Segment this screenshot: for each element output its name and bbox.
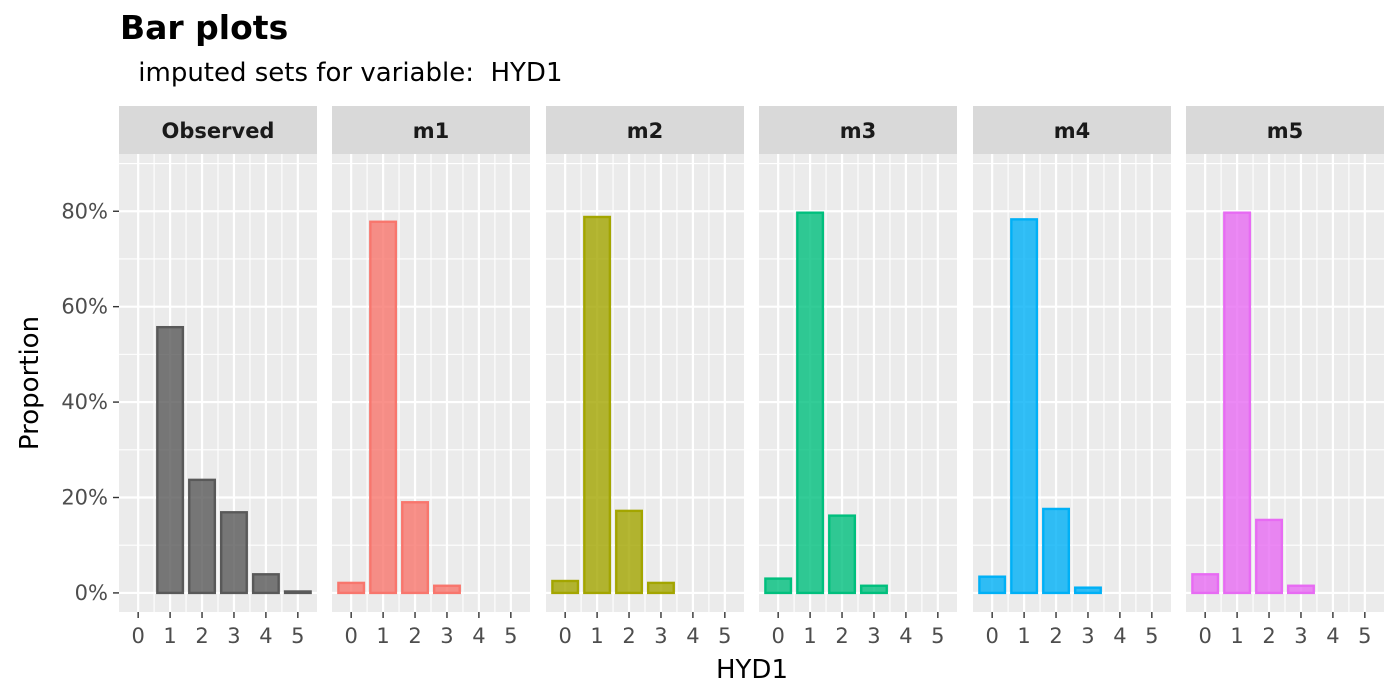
x-tick-label: 2: [622, 624, 635, 648]
x-tick-label: 5: [931, 624, 944, 648]
bar: [1010, 218, 1039, 595]
x-tick-label: 3: [867, 624, 880, 648]
x-tick-label: 0: [771, 624, 784, 648]
facet-strip-label: m3: [840, 119, 877, 143]
facet-strip: [759, 106, 957, 154]
x-tick-label: 0: [344, 624, 357, 648]
y-tick-label: 80%: [61, 199, 108, 223]
bar: [796, 211, 825, 595]
facet-strip-label: m2: [627, 119, 664, 143]
bar: [1073, 586, 1102, 595]
x-axis-title: HYD1: [716, 655, 788, 685]
x-tick-label: 2: [1262, 624, 1275, 648]
x-tick-label: 3: [1081, 624, 1094, 648]
x-tick-label: 1: [803, 624, 816, 648]
y-axis-title: Proportion: [15, 316, 45, 450]
facet-panel-m1: m1 0 1 2 3 4 5: [332, 106, 530, 648]
bar: [1042, 507, 1071, 595]
bar: [369, 220, 398, 595]
facet-panel-m4: m4 0 1 2 3 4 5: [973, 106, 1171, 648]
x-tick-label: 1: [1017, 624, 1030, 648]
facet-strip-label: m1: [413, 119, 450, 143]
x-tick-label: 5: [718, 624, 731, 648]
bar: [283, 590, 312, 595]
x-tick-label: 5: [1358, 624, 1371, 648]
bar: [251, 573, 280, 595]
x-tick-label: 4: [686, 624, 699, 648]
bar: [828, 514, 857, 595]
bar: [1223, 211, 1252, 595]
bar: [615, 509, 644, 595]
facet-panel-m2: m2 0 1 2 3 4 5: [546, 106, 744, 648]
bar: [764, 577, 793, 595]
facet-strip: [119, 106, 317, 154]
facet-panel-m3: m3 0 1 2 3 4 5: [759, 106, 957, 648]
facet-strip: [546, 106, 744, 154]
x-tick-label: 5: [504, 624, 517, 648]
y-tick-label: 0%: [75, 581, 108, 605]
y-tick-label: 60%: [61, 295, 108, 319]
bar: [1286, 584, 1315, 595]
facet-panel-m5: m5 0 1 2 3 4 5: [1186, 106, 1384, 648]
facet-strip: [332, 106, 530, 154]
x-tick-label: 4: [1113, 624, 1126, 648]
bar: [859, 584, 888, 595]
chart-subtitle: imputed sets for variable: HYD1: [130, 58, 563, 88]
x-tick-label: 2: [835, 624, 848, 648]
bar: [583, 215, 612, 595]
x-tick-label: 5: [291, 624, 304, 648]
bar: [1191, 573, 1220, 595]
x-tick-label: 1: [163, 624, 176, 648]
x-tick-label: 5: [1145, 624, 1158, 648]
bar: [978, 575, 1007, 595]
x-tick-label: 2: [408, 624, 421, 648]
bar: [337, 581, 366, 595]
facet-strip: [973, 106, 1171, 154]
bar: [432, 584, 461, 595]
bar: [188, 478, 217, 595]
bar: [219, 511, 248, 595]
x-tick-label: 4: [472, 624, 485, 648]
bar: [156, 325, 185, 595]
x-tick-label: 1: [1230, 624, 1243, 648]
x-tick-label: 3: [654, 624, 667, 648]
x-tick-label: 0: [131, 624, 144, 648]
bar: [646, 581, 675, 595]
x-tick-label: 4: [899, 624, 912, 648]
y-tick-label: 20%: [61, 486, 108, 510]
x-tick-label: 2: [195, 624, 208, 648]
bar: [551, 579, 580, 595]
bar: [401, 501, 430, 595]
facet-panel-observed: Observed 0 1 2 3 4 5: [119, 106, 317, 648]
facet-strip: [1186, 106, 1384, 154]
facet-strip-label: m4: [1054, 119, 1091, 143]
x-tick-label: 1: [376, 624, 389, 648]
x-tick-label: 0: [985, 624, 998, 648]
x-tick-label: 2: [1049, 624, 1062, 648]
bar: [1255, 518, 1284, 595]
x-tick-label: 3: [1294, 624, 1307, 648]
x-tick-label: 0: [558, 624, 571, 648]
facet-strip-label: m5: [1267, 119, 1304, 143]
x-tick-label: 4: [259, 624, 272, 648]
x-tick-label: 4: [1326, 624, 1339, 648]
x-tick-label: 1: [590, 624, 603, 648]
x-tick-label: 3: [440, 624, 453, 648]
facet-strip-label: Observed: [162, 119, 275, 143]
x-tick-label: 3: [227, 624, 240, 648]
x-tick-label: 0: [1198, 624, 1211, 648]
y-tick-label: 40%: [61, 390, 108, 414]
chart-title: Bar plots: [120, 8, 289, 47]
